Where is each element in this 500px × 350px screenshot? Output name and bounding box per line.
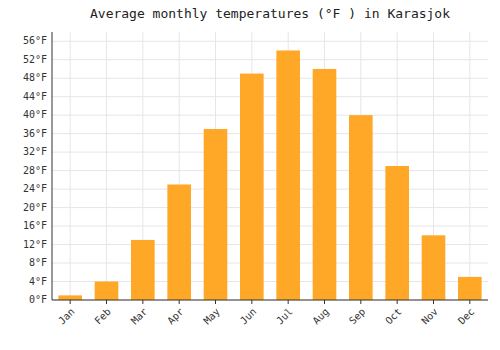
bar (204, 129, 228, 300)
grid-line (52, 96, 488, 97)
grid-line (52, 170, 488, 171)
x-tick-label: Mar (129, 306, 150, 327)
y-tick-label: 52°F (23, 54, 47, 65)
bar (422, 235, 446, 300)
x-tick-label: Feb (92, 306, 113, 327)
y-axis-line (52, 32, 53, 300)
x-tick (70, 300, 71, 304)
bar (167, 184, 191, 300)
x-tick-label: Apr (165, 306, 186, 327)
grid-line (52, 115, 488, 116)
bar (313, 69, 337, 300)
x-tick (360, 300, 361, 304)
y-tick-label: 12°F (23, 239, 47, 250)
x-tick-label: Dec (456, 306, 477, 327)
x-tick (179, 300, 180, 304)
bar (95, 282, 119, 300)
x-tick (251, 300, 252, 304)
grid-line (52, 41, 488, 42)
bar (458, 277, 482, 300)
axes: 0°F 4°F 8°F 12°F 16°F 20°F 24°F 28°F 32°F 36°F 40°… (23, 32, 488, 326)
y-tick-label: 28°F (23, 165, 47, 176)
y-tick-label: 16°F (23, 220, 47, 231)
grid-line (52, 59, 488, 60)
y-tick-label: 4°F (29, 276, 47, 287)
x-tick-label: Jul (274, 306, 295, 327)
x-axis-line (52, 300, 488, 301)
y-tick-label: 56°F (23, 35, 47, 46)
x-tick (433, 300, 434, 304)
y-tick-label: 48°F (23, 72, 47, 83)
title: Average monthly temperatures (°F ) in Ka… (90, 6, 450, 21)
x-tick-label: Sep (347, 306, 368, 327)
y-tick-label: 24°F (23, 183, 47, 194)
x-tick (288, 300, 289, 304)
y-tick-label: 0°F (29, 294, 47, 305)
grid-line (52, 300, 488, 301)
grid-line (70, 32, 71, 300)
bar (385, 166, 409, 300)
x-tick (106, 300, 107, 304)
x-tick-label: Aug (310, 306, 331, 327)
y-tick-label: 20°F (23, 202, 47, 213)
grid-line (52, 207, 488, 208)
chart: 0°F 4°F 8°F 12°F 16°F 20°F 24°F 28°F 32°F 36°F 40°… (0, 0, 500, 350)
x-tick (397, 300, 398, 304)
grid-line (52, 133, 488, 134)
x-tick-label: Oct (383, 306, 404, 327)
bar (240, 74, 264, 300)
x-tick-label: May (201, 306, 222, 327)
x-tick-label: Jun (238, 306, 259, 327)
x-tick (469, 300, 470, 304)
x-tick (215, 300, 216, 304)
grid-line (469, 32, 470, 300)
y-tick-label: 36°F (23, 128, 47, 139)
x-tick (142, 300, 143, 304)
grid-line (52, 152, 488, 153)
grid-line (52, 226, 488, 227)
bar (58, 295, 82, 300)
grid-line (52, 78, 488, 79)
grid-line (106, 32, 107, 300)
y-tick-label: 40°F (23, 109, 47, 120)
y-tick-label: 32°F (23, 146, 47, 157)
grid-line (52, 189, 488, 190)
y-tick-label: 8°F (29, 257, 47, 268)
y-tick-label: 44°F (23, 91, 47, 102)
grid (52, 32, 488, 300)
bars (58, 50, 481, 300)
x-tick-label: Nov (419, 306, 440, 327)
bar (131, 240, 155, 300)
bar (349, 115, 373, 300)
x-tick (324, 300, 325, 304)
x-tick-label: Jan (56, 306, 77, 327)
bar (276, 50, 300, 300)
